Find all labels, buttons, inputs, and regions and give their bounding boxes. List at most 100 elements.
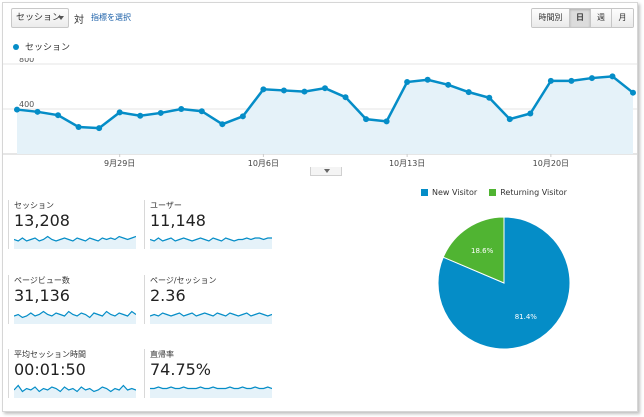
data-point[interactable] [116,109,123,116]
data-point[interactable] [280,87,287,94]
data-point[interactable] [75,124,82,130]
metric-tile-avg-session-duration[interactable]: 平均セッション時間 00:01:50 [8,349,136,398]
metric-sparkline [150,312,272,324]
data-point[interactable] [260,86,267,93]
chevron-down-icon [324,169,330,173]
sparkline-line [14,310,136,319]
metric-value: 31,136 [14,286,70,305]
data-point[interactable] [198,108,205,115]
metric-label: セッション [14,201,54,210]
y-tick-label: 800 [19,58,34,64]
select-metric-link[interactable]: 指標を選択 [91,13,131,22]
x-tick-label: 10月13日 [389,159,425,168]
sparkline-line [150,237,272,242]
pie-slice-new-visitor[interactable] [437,216,571,350]
period-month-button[interactable]: 月 [612,9,633,27]
metric-tile-pages-per-session[interactable]: ページ/セッション 2.36 [144,275,272,324]
vs-label: 対 [74,15,84,26]
metric-select-value: セッション [16,13,62,23]
metric-value: 00:01:50 [14,360,86,379]
data-point[interactable] [14,106,20,113]
sparkline-area [14,385,136,398]
metric-select-dropdown[interactable]: セッション [11,8,69,28]
pie-legend: New Visitor Returning Visitor [421,188,579,197]
chevron-down-icon [58,16,64,20]
x-tick-label: 10月6日 [248,159,279,168]
data-point[interactable] [527,110,534,117]
period-hourly-button[interactable]: 時間別 [532,9,570,27]
period-week-button[interactable]: 週 [591,9,612,27]
x-tick-label: 9月29日 [104,159,135,168]
series-legend-label: セッション [25,43,71,53]
sessions-trend-chart: 400 800 9月29日 10月6日 10月13日 10月20日 [3,58,637,168]
data-point[interactable] [383,118,390,125]
metric-label: 直帰率 [150,350,174,359]
data-point[interactable] [465,89,472,96]
legend-label-returning-visitor: Returning Visitor [500,188,567,197]
data-point[interactable] [630,89,636,96]
chart-collapse-handle[interactable] [310,167,342,176]
sparkline-area [150,238,272,249]
metric-label: 平均セッション時間 [14,350,86,359]
metric-sparkline [14,235,136,249]
x-tick-label: 10月20日 [533,159,569,168]
data-point[interactable] [157,109,164,116]
metric-value: 74.75% [150,360,212,379]
metric-sparkline [150,386,272,398]
data-point[interactable] [342,94,349,101]
pie-slice-returning-visitor[interactable] [442,216,505,284]
series-legend-dot [13,43,19,50]
metric-value: 11,148 [150,211,206,230]
period-day-button[interactable]: 日 [570,9,591,27]
data-point[interactable] [34,108,41,115]
sparkline-line [14,235,136,242]
data-point[interactable] [404,79,411,85]
sparkline-area [150,387,272,398]
data-point[interactable] [96,125,103,132]
legend-item-new-visitor[interactable]: New Visitor [421,188,477,197]
data-point[interactable] [609,73,616,80]
metric-sparkline [14,384,136,398]
data-point[interactable] [219,121,226,128]
metric-tile-users[interactable]: ユーザー 11,148 [144,200,272,249]
y-tick-label: 400 [19,100,34,109]
visitor-type-pie-chart: 81.4% 18.6% [437,216,571,350]
data-point[interactable] [445,81,452,88]
data-point[interactable] [322,85,328,92]
legend-swatch-returning-visitor [489,189,497,196]
metric-tile-sessions[interactable]: セッション 13,208 [8,200,136,249]
metric-tile-pageviews[interactable]: ページビュー数 31,136 [8,275,136,324]
data-point[interactable] [137,112,144,119]
series-legend[interactable]: セッション [13,40,70,53]
sparkline-line [150,312,272,317]
legend-swatch-new-visitor [421,189,428,196]
data-point[interactable] [547,77,554,84]
metric-sparkline [14,310,136,324]
analytics-panel: セッション 対 指標を選択 時間別 日 週 月 セッション 400 800 9月29… [2,2,638,412]
legend-item-returning-visitor[interactable]: Returning Visitor [489,188,567,197]
metric-sparkline [150,237,272,249]
metric-tile-bounce-rate[interactable]: 直帰率 74.75% [144,349,272,398]
data-point[interactable] [363,116,370,123]
sparkline-area [14,311,136,324]
metric-label: ページビュー数 [14,276,70,285]
metric-value: 13,208 [14,211,70,230]
data-point[interactable] [239,113,246,120]
data-point[interactable] [568,77,575,84]
pie-slice-label: 81.4% [515,313,538,321]
data-point[interactable] [301,88,308,95]
data-point[interactable] [486,94,493,101]
sparkline-area [150,313,272,324]
metric-label: ユーザー [150,201,182,210]
data-point[interactable] [424,76,431,83]
period-toggle-group: 時間別 日 週 月 [531,8,634,28]
pie-slice-label: 18.6% [471,247,494,255]
data-point[interactable] [55,112,62,119]
data-point[interactable] [506,116,513,123]
data-point[interactable] [178,106,185,112]
legend-label-new-visitor: New Visitor [432,188,478,197]
metric-label: ページ/セッション [150,276,217,285]
metric-value: 2.36 [150,286,186,305]
sparkline-line [150,386,272,390]
data-point[interactable] [588,75,595,82]
